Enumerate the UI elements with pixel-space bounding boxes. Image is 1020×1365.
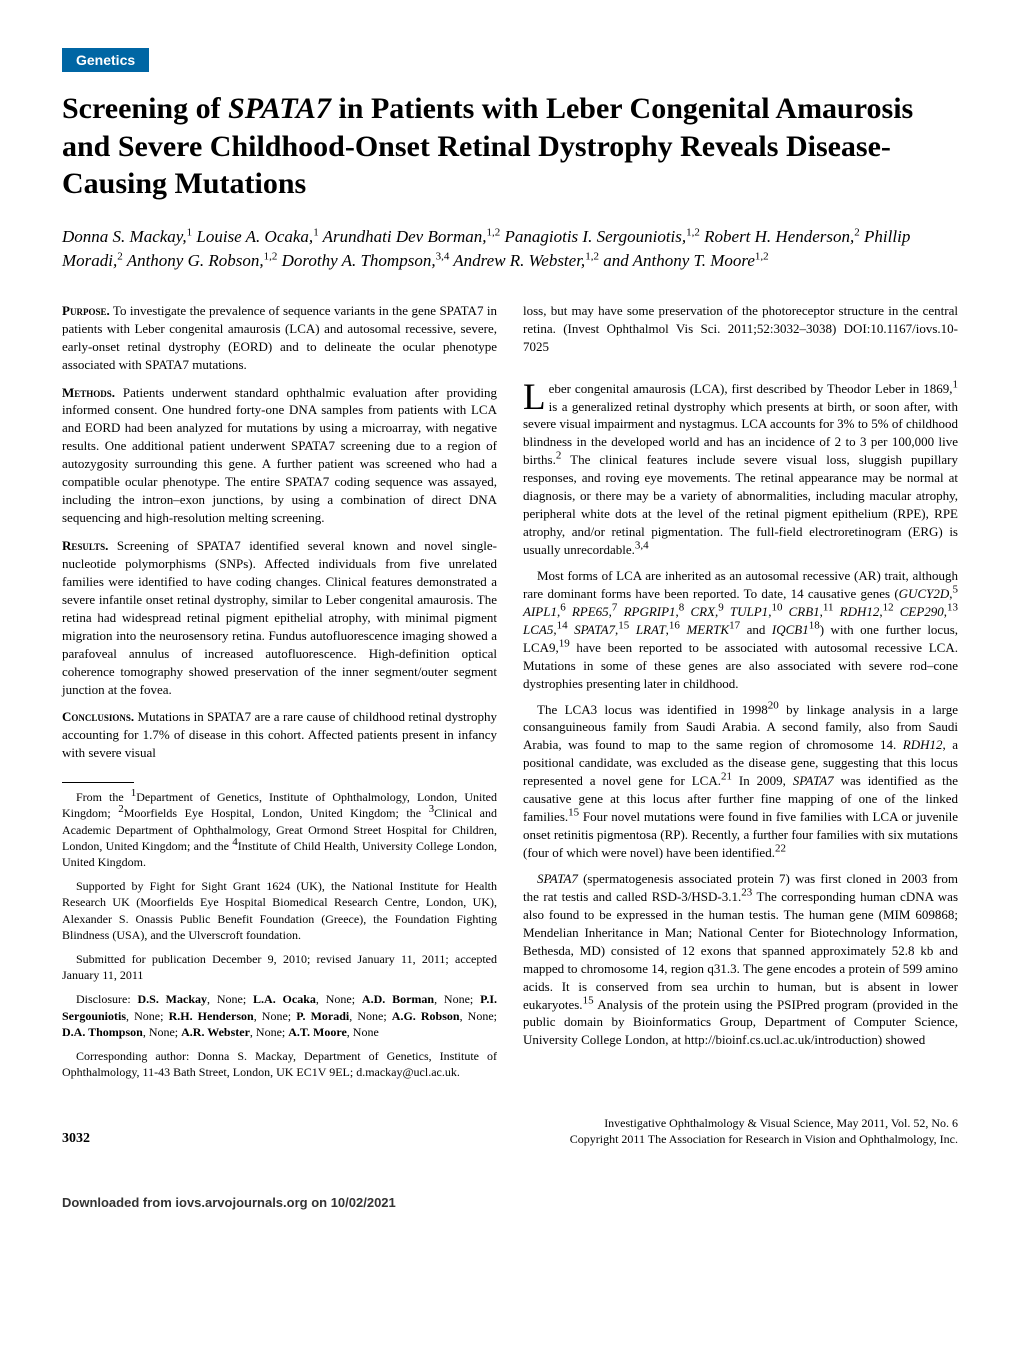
footnote-affiliations: From the 1Department of Genetics, Instit… xyxy=(62,789,497,870)
page-number: 3032 xyxy=(62,1131,90,1147)
conclusions-continuation: loss, but may have some preservation of … xyxy=(523,302,958,356)
abstract-conclusions: Conclusions. Mutations in SPATA7 are a r… xyxy=(62,708,497,762)
body-paragraph-4: SPATA7 (spermatogenesis associated prote… xyxy=(523,870,958,1049)
journal-line1: Investigative Ophthalmology & Visual Sci… xyxy=(570,1116,958,1132)
journal-line2: Copyright 2011 The Association for Resea… xyxy=(570,1132,958,1148)
abstract-methods: Methods. Patients underwent standard oph… xyxy=(62,384,497,528)
two-column-layout: Purpose. To investigate the prevalence o… xyxy=(62,302,958,1089)
abstract-results: Results. Screening of SPATA7 identified … xyxy=(62,537,497,698)
footnote-support: Supported by Fight for Sight Grant 1624 … xyxy=(62,878,497,943)
left-column: Purpose. To investigate the prevalence o… xyxy=(62,302,497,1089)
right-column: loss, but may have some preservation of … xyxy=(523,302,958,1089)
download-footer: Downloaded from iovs.arvojournals.org on… xyxy=(0,1187,1020,1238)
body-paragraph-2: Most forms of LCA are inherited as an au… xyxy=(523,567,958,693)
page-footer: 3032 Investigative Ophthalmology & Visua… xyxy=(62,1116,958,1147)
methods-heading: Methods. xyxy=(62,385,115,400)
abstract-purpose: Purpose. To investigate the prevalence o… xyxy=(62,302,497,374)
methods-text: Patients underwent standard ophthalmic e… xyxy=(62,385,497,526)
footnote-rule xyxy=(62,782,134,783)
results-heading: Results. xyxy=(62,538,108,553)
conclusions-heading: Conclusions. xyxy=(62,709,134,724)
footnote-disclosure: Disclosure: D.S. Mackay, None; L.A. Ocak… xyxy=(62,991,497,1040)
category-tag: Genetics xyxy=(62,48,149,72)
footnote-submitted: Submitted for publication December 9, 20… xyxy=(62,951,497,983)
article-title: Screening of SPATA7 in Patients with Leb… xyxy=(62,90,958,203)
journal-info: Investigative Ophthalmology & Visual Sci… xyxy=(570,1116,958,1147)
footnote-corresponding: Corresponding author: Donna S. Mackay, D… xyxy=(62,1048,497,1080)
purpose-text: To investigate the prevalence of sequenc… xyxy=(62,303,497,372)
page-container: Genetics Screening of SPATA7 in Patients… xyxy=(0,0,1020,1187)
results-text: Screening of SPATA7 identified several k… xyxy=(62,538,497,697)
authors-list: Donna S. Mackay,1 Louise A. Ocaka,1 Arun… xyxy=(62,225,958,274)
purpose-heading: Purpose. xyxy=(62,303,110,318)
body-paragraph-1: Leber congenital amaurosis (LCA), first … xyxy=(523,380,958,559)
body-paragraph-3: The LCA3 locus was identified in 199820 … xyxy=(523,701,958,862)
